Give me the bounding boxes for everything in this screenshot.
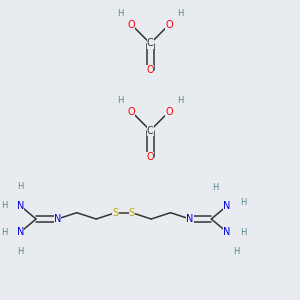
Text: H: H [212, 183, 218, 192]
Text: H: H [1, 228, 7, 237]
Text: S: S [129, 208, 135, 218]
Text: O: O [165, 20, 173, 30]
Text: H: H [177, 96, 184, 105]
Text: C: C [147, 125, 154, 136]
Text: H: H [240, 228, 247, 237]
Text: C: C [147, 38, 154, 49]
Text: H: H [240, 198, 247, 207]
Text: O: O [165, 107, 173, 117]
Text: H: H [17, 182, 24, 191]
Text: O: O [128, 107, 135, 117]
Text: S: S [112, 208, 118, 218]
Text: H: H [177, 9, 184, 18]
Text: N: N [54, 214, 61, 224]
Text: H: H [117, 96, 123, 105]
Text: H: H [233, 247, 239, 256]
Text: N: N [223, 201, 231, 211]
Text: O: O [146, 152, 154, 162]
Text: H: H [1, 201, 7, 210]
Text: N: N [186, 214, 194, 224]
Text: N: N [223, 227, 231, 237]
Text: N: N [17, 227, 24, 237]
Text: O: O [128, 20, 135, 30]
Text: O: O [146, 65, 154, 75]
Text: H: H [117, 9, 123, 18]
Text: N: N [17, 201, 24, 211]
Text: H: H [17, 247, 24, 256]
